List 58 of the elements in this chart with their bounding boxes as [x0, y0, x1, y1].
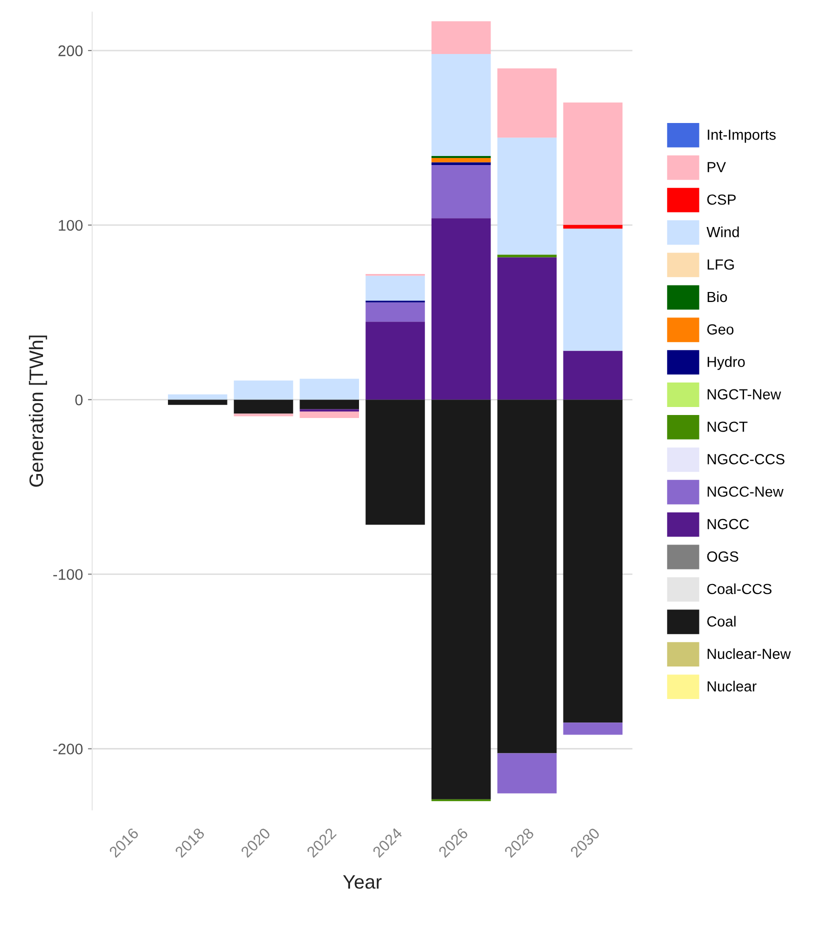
bar	[234, 380, 294, 400]
bar	[431, 400, 491, 800]
bar	[366, 322, 425, 400]
legend-label: OGS	[707, 551, 738, 562]
bar	[563, 400, 623, 723]
bar	[366, 276, 425, 301]
bar	[234, 400, 294, 414]
bar	[431, 158, 491, 162]
legend-label: Nuclear-New	[708, 648, 791, 660]
bar	[563, 350, 623, 400]
bar	[497, 400, 557, 754]
legend-label: PV	[708, 162, 726, 172]
legend-label: LFG	[708, 259, 734, 270]
bar	[366, 400, 425, 525]
bar	[497, 257, 557, 400]
bar	[168, 394, 228, 400]
legend-label: Coal-CCS	[707, 583, 772, 594]
bar	[563, 224, 623, 229]
y-tick-label: 0	[75, 394, 83, 406]
bar	[300, 400, 360, 410]
legend-label: NGCC-CCS	[708, 454, 784, 464]
y-tick-label: -200	[53, 744, 83, 754]
legend-label: Bio	[708, 291, 727, 302]
x-axis-title: Year	[343, 875, 382, 889]
y-axis-title: Generation [TWh]	[28, 336, 48, 487]
y-tick-label: 100	[58, 220, 83, 231]
bar	[563, 722, 623, 735]
bar	[300, 412, 360, 418]
bar	[431, 165, 491, 218]
legend-label: Nuclear	[708, 680, 757, 692]
legend-label: NGCC	[708, 518, 749, 530]
legend-label: Hydro	[708, 356, 745, 370]
bar	[497, 68, 557, 138]
y-tick-label: 200	[58, 45, 83, 56]
bar	[563, 228, 623, 351]
bar	[497, 254, 557, 258]
bar	[431, 156, 491, 158]
legend-label: Int-Imports	[708, 130, 776, 143]
bar	[431, 218, 491, 400]
legend-label: Geo	[707, 324, 734, 335]
legend-label: NGCC-New	[708, 486, 784, 497]
legend-label: Coal	[707, 616, 736, 627]
bar	[300, 378, 360, 400]
legend-label: NGCT-New	[708, 389, 782, 400]
y-tick-label: -100	[53, 569, 83, 580]
bar	[168, 400, 228, 405]
bar	[234, 414, 294, 416]
legend-label: CSP	[707, 194, 736, 205]
legend-label: NGCT	[708, 422, 748, 432]
bar	[431, 54, 491, 156]
legend-label: Wind	[706, 226, 739, 238]
bar	[431, 162, 491, 166]
bar	[431, 21, 491, 54]
bar	[300, 409, 360, 412]
bar	[497, 753, 557, 794]
bar	[563, 102, 623, 225]
bar	[366, 302, 425, 322]
bar	[497, 138, 557, 255]
